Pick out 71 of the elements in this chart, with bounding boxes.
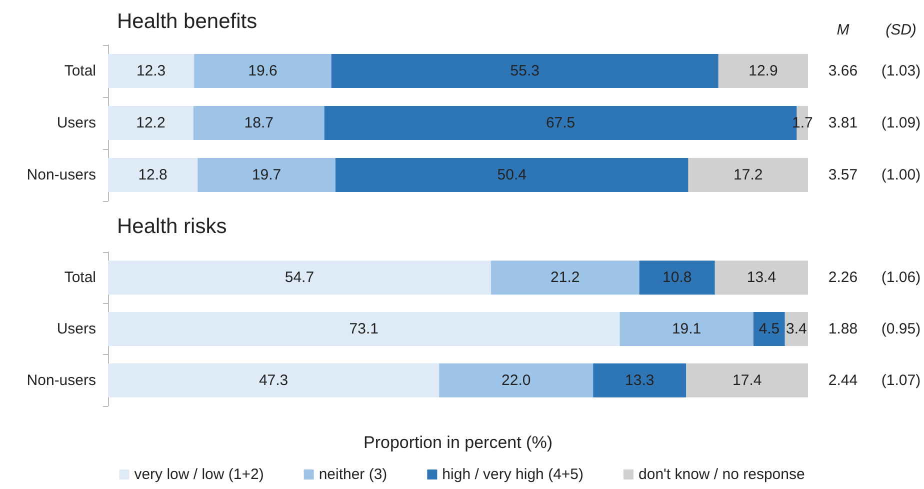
data-label: 67.5 bbox=[546, 114, 576, 132]
text: 2.26 bbox=[828, 269, 858, 286]
text: (1.06) bbox=[881, 269, 921, 286]
y-tick-label: Total bbox=[64, 62, 96, 80]
data-label: 13.3 bbox=[625, 372, 654, 389]
chart-title: Health risks bbox=[117, 215, 227, 238]
data-label: 17.2 bbox=[734, 166, 763, 184]
bar bbox=[331, 54, 718, 88]
bar bbox=[108, 260, 491, 295]
text: (1.00) bbox=[881, 166, 921, 184]
data-label: 4.5 bbox=[758, 320, 780, 338]
data-label: 17.4 bbox=[732, 372, 762, 389]
bar bbox=[108, 158, 198, 192]
bar bbox=[194, 54, 332, 88]
x-axis-title: Proportion in percent (%) bbox=[364, 433, 552, 452]
legend-label: don't know / no response bbox=[638, 466, 805, 483]
bar bbox=[686, 363, 808, 398]
bar bbox=[688, 158, 808, 192]
data-label: 47.3 bbox=[258, 372, 288, 389]
bar bbox=[108, 106, 194, 140]
bar bbox=[108, 54, 194, 88]
text: (1.03) bbox=[881, 62, 921, 80]
legend-label: high / very high (4+5) bbox=[442, 466, 584, 483]
data-label: 13.4 bbox=[746, 269, 776, 286]
data-label: 55.3 bbox=[510, 62, 540, 80]
data-label: 3.4 bbox=[786, 320, 807, 338]
text: (1.09) bbox=[881, 114, 921, 132]
bar bbox=[714, 260, 808, 295]
chart-title: Health benefits bbox=[117, 10, 258, 33]
data-label: 19.7 bbox=[252, 166, 282, 184]
data-label: 12.2 bbox=[136, 114, 166, 132]
text: M bbox=[836, 22, 850, 38]
legend-label: neither (3) bbox=[318, 466, 388, 483]
legend-label: very low / low (1+2) bbox=[134, 466, 264, 483]
data-label: 73.1 bbox=[349, 320, 378, 338]
bar bbox=[620, 312, 754, 346]
data-label: 21.2 bbox=[550, 269, 580, 286]
y-tick-label: Non-users bbox=[26, 166, 96, 184]
y-tick-label: Users bbox=[56, 320, 96, 338]
text: 2.44 bbox=[828, 372, 858, 389]
text: (1.07) bbox=[881, 372, 921, 389]
bar bbox=[439, 363, 594, 398]
data-label: 50.4 bbox=[497, 166, 526, 184]
data-label: 19.1 bbox=[672, 320, 702, 338]
bar bbox=[193, 106, 324, 140]
text: 3.66 bbox=[828, 62, 858, 80]
data-label: 10.8 bbox=[662, 269, 692, 286]
data-label: 19.6 bbox=[248, 62, 278, 80]
bar bbox=[198, 158, 336, 192]
data-label: 18.7 bbox=[244, 114, 274, 132]
text: 1.88 bbox=[828, 320, 858, 338]
bar bbox=[490, 260, 640, 295]
data-label: 54.7 bbox=[284, 269, 314, 286]
y-tick-label: Users bbox=[56, 114, 96, 132]
data-label: 22.0 bbox=[502, 372, 531, 389]
bar bbox=[108, 363, 440, 398]
data-label: 12.8 bbox=[138, 166, 168, 184]
text: (SD) bbox=[886, 22, 916, 38]
bar bbox=[718, 54, 808, 88]
text: 3.57 bbox=[828, 166, 858, 184]
bar bbox=[593, 363, 686, 398]
bar bbox=[639, 260, 715, 295]
y-tick-label: Total bbox=[64, 269, 96, 286]
y-tick-label: Non-users bbox=[26, 372, 96, 389]
data-label: 12.3 bbox=[136, 62, 166, 80]
bar bbox=[336, 158, 688, 192]
data-label: 12.9 bbox=[748, 62, 778, 80]
bar bbox=[108, 312, 620, 346]
bar bbox=[753, 312, 785, 346]
text: 3.81 bbox=[828, 114, 858, 132]
text: (0.95) bbox=[881, 320, 921, 338]
